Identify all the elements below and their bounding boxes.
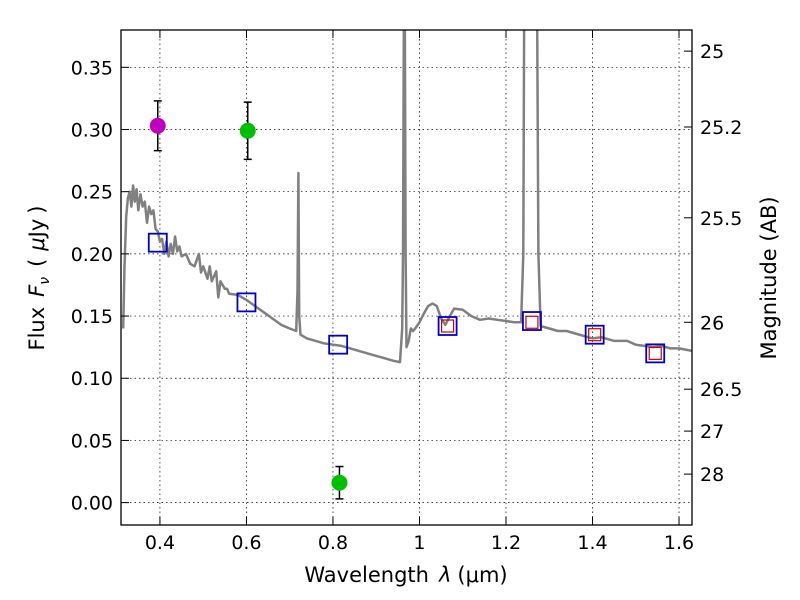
right-tick-label: 28 (700, 464, 724, 486)
model-photometry-square (236, 292, 257, 313)
y-tick-label: 0.30 (71, 119, 113, 141)
axis-ticks: 0.4 0.6 0.8 1 1.2 1.4 1.6 0.00 0.05 0.10 0.15 0.20 0… (71, 30, 742, 554)
right-tick-label: 25.5 (700, 208, 742, 230)
y-tick-label: 0.15 (71, 306, 113, 328)
model-photometry-square-small (440, 319, 455, 333)
x-tick-label: 1.6 (664, 532, 694, 554)
x-tick-label: 1 (413, 532, 425, 554)
y-tick-label: 0.25 (71, 182, 113, 204)
plot-frame (120, 29, 693, 526)
model-photometry-square (584, 324, 605, 345)
y-tick-label: 0.20 (71, 244, 113, 266)
right-tick-label: 25 (700, 41, 724, 63)
y-tick-label: 0.35 (71, 57, 113, 79)
x-tick-label: 0.4 (145, 532, 175, 554)
x-tick-label: 0.6 (231, 532, 261, 554)
grid (121, 30, 692, 525)
model-photometry-square-small (648, 346, 662, 360)
model-photometry-square-small (588, 328, 602, 342)
sed-model-line (121, 30, 692, 364)
x-axis-label: Wavelength λ (μm) (304, 563, 507, 587)
model-photometry-square-small (525, 315, 539, 329)
observed-flux-point (149, 117, 166, 134)
y-tick-label: 0.05 (71, 430, 113, 452)
model-photometry-square (147, 232, 168, 253)
observed-flux-point (331, 474, 348, 491)
right-axis-label: Magnitude (AB) (757, 196, 781, 359)
model-photometry-square (522, 311, 542, 331)
right-tick-label: 26 (700, 312, 724, 334)
y-axis-label: FluxFν(μJy) (25, 206, 53, 351)
x-tick-label: 1.4 (577, 532, 607, 554)
model-photometry-square (645, 343, 666, 364)
x-tick-label: 1.2 (491, 532, 521, 554)
observed-flux-point (239, 122, 256, 139)
model-photometry-square (328, 334, 349, 355)
plot-area (121, 30, 692, 500)
y-tick-label: 0.10 (71, 368, 113, 390)
right-tick-label: 26.5 (700, 379, 742, 401)
right-tick-label: 25.2 (700, 117, 742, 139)
y-tick-label: 0.00 (71, 493, 113, 515)
model-photometry-square (437, 316, 458, 336)
right-tick-label: 27 (700, 421, 724, 443)
x-tick-label: 0.8 (318, 532, 348, 554)
